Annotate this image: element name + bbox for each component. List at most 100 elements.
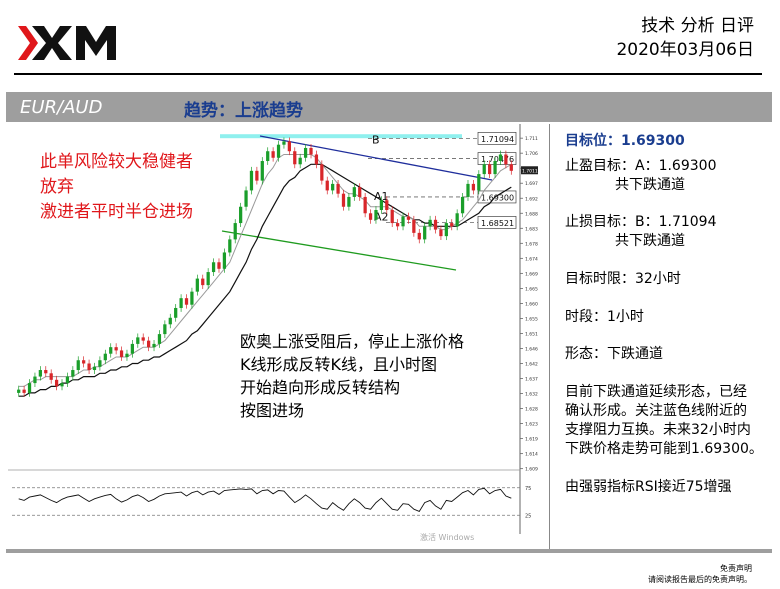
y-tick-label: 1.63740 (525, 377, 538, 383)
candle-body (331, 183, 335, 191)
risk-line-2: 放弃 (40, 177, 74, 197)
candle-body (488, 164, 492, 175)
y-tick-label: 1.61440 (525, 452, 538, 458)
description-line-1: 目前下跌通道延续形态，已经 (565, 384, 747, 400)
candle-body (65, 376, 70, 384)
description-line-2: 确认形成。关注蓝色线附近的 (565, 403, 747, 419)
timeframe-text: 时段：1小时 (565, 309, 644, 325)
stop-loss: 止损目标：B：1.71094 共下跌通道 (565, 213, 735, 251)
disclaimer-text: 请阅读报告最后的免责声明。 (648, 575, 752, 584)
candle-body (466, 183, 470, 197)
candle-body (33, 376, 37, 384)
level-value: 1.69300 (481, 193, 514, 202)
title-bar (6, 92, 772, 122)
candle-body (233, 223, 237, 240)
report-date: 2020年03月06日 (616, 40, 754, 60)
candle-body (336, 183, 340, 194)
y-tick-label: 1.62820 (525, 407, 538, 413)
take-profit-sub: 共下跌通道 (615, 177, 685, 193)
candle-body (260, 161, 264, 181)
candle-body (179, 298, 183, 308)
candle-body (255, 170, 259, 181)
candle-body (401, 216, 405, 227)
candle-body (163, 324, 167, 335)
y-tick-label: 1.69260 (525, 196, 538, 202)
y-tick-label: 1.64200 (525, 361, 538, 367)
target-level: 目标位：1.69300 (565, 133, 685, 149)
y-tick-label: 1.69720 (525, 181, 538, 187)
candle-body (38, 370, 42, 377)
description-line-3: 支撑阻力互换。未来32小时内 (565, 422, 751, 438)
report-title: 技术 分析 日评 (641, 16, 754, 36)
candle-body (368, 213, 373, 220)
y-tick-label: 1.62360 (525, 422, 538, 428)
timeframe: 时段：1小时 (565, 308, 644, 327)
candle-body (114, 347, 118, 351)
candle-body (130, 343, 135, 354)
candle-body (509, 164, 513, 171)
candle-body (109, 347, 113, 354)
y-tick-label: 1.61900 (525, 437, 538, 443)
candle-body (379, 200, 384, 211)
candle-body (498, 154, 503, 162)
candle-body (44, 370, 48, 374)
currency-pair: EUR/AUD (20, 97, 103, 118)
level-value: 1.70476 (481, 155, 514, 164)
candle-body (390, 210, 394, 224)
y-tick-label: 1.67880 (525, 241, 538, 247)
rsi-note: 由强弱指标RSI接近75增强 (565, 478, 732, 497)
candle-body (298, 157, 302, 165)
rsi-line (18, 487, 512, 512)
candle-body (98, 360, 102, 367)
candle-body (54, 379, 59, 387)
y-tick-label: 1.66040 (525, 301, 538, 307)
candle-body (103, 353, 107, 361)
y-tick-label: 1.70640 (525, 151, 538, 157)
y-tick-label: 1.64660 (525, 346, 538, 352)
candle-body (22, 389, 26, 393)
candle-body (239, 206, 243, 224)
disclaimer: 免责声明 请阅读报告最后的免责声明。 (648, 563, 752, 585)
y-tick-label: 1.67420 (525, 256, 538, 262)
candle-body (433, 219, 438, 230)
price-chart: 1.711001.706401.701801.697201.692601.688… (8, 124, 538, 542)
candle-body (76, 360, 80, 371)
disclaimer-title: 免责声明 (720, 564, 752, 573)
windows-watermark: 激活 Windows (420, 532, 474, 542)
risk-line-3: 激进者平时半仓进场 (40, 202, 193, 222)
candle-body (282, 141, 286, 145)
candle-body (276, 144, 281, 158)
resistance-band (220, 134, 462, 139)
candle-body (266, 151, 270, 162)
candle-body (141, 337, 145, 341)
candle-body (136, 337, 140, 344)
bottom-bar (6, 549, 772, 553)
candle-body (228, 239, 232, 253)
candle-body (92, 366, 97, 371)
candle-body (395, 223, 400, 227)
candle-body (184, 298, 189, 305)
level-box (477, 132, 517, 145)
pattern: 形态：下跌通道 (565, 345, 663, 364)
stop-loss-sub: 共下跌通道 (615, 233, 685, 249)
y-tick-label: 1.60980 (525, 467, 538, 473)
xm-logo (18, 26, 116, 60)
analysis-line-1: 欧奥上涨受阻后，停止上涨价格 (240, 332, 465, 351)
candle-body (320, 164, 324, 181)
candle-body (314, 154, 319, 165)
candle-body (477, 174, 481, 191)
pattern-text: 形态：下跌通道 (565, 346, 663, 362)
analysis-line-2: K线形成反转K线，且小时图 (240, 355, 437, 374)
level-box (477, 216, 517, 229)
candle-body (493, 161, 497, 175)
level-label: B (372, 133, 380, 146)
y-tick-label: 1.66960 (525, 271, 538, 277)
analysis-line-4: 按图进场 (240, 401, 305, 420)
candle-body (206, 272, 210, 286)
candle-body (217, 262, 221, 269)
candle-body (417, 232, 421, 240)
candle-body (152, 343, 156, 348)
candle-body (325, 180, 329, 191)
description-line-4: 下跌价格走势可能到1.69300。 (565, 441, 763, 457)
rsi-level-label: 25 (525, 513, 531, 519)
